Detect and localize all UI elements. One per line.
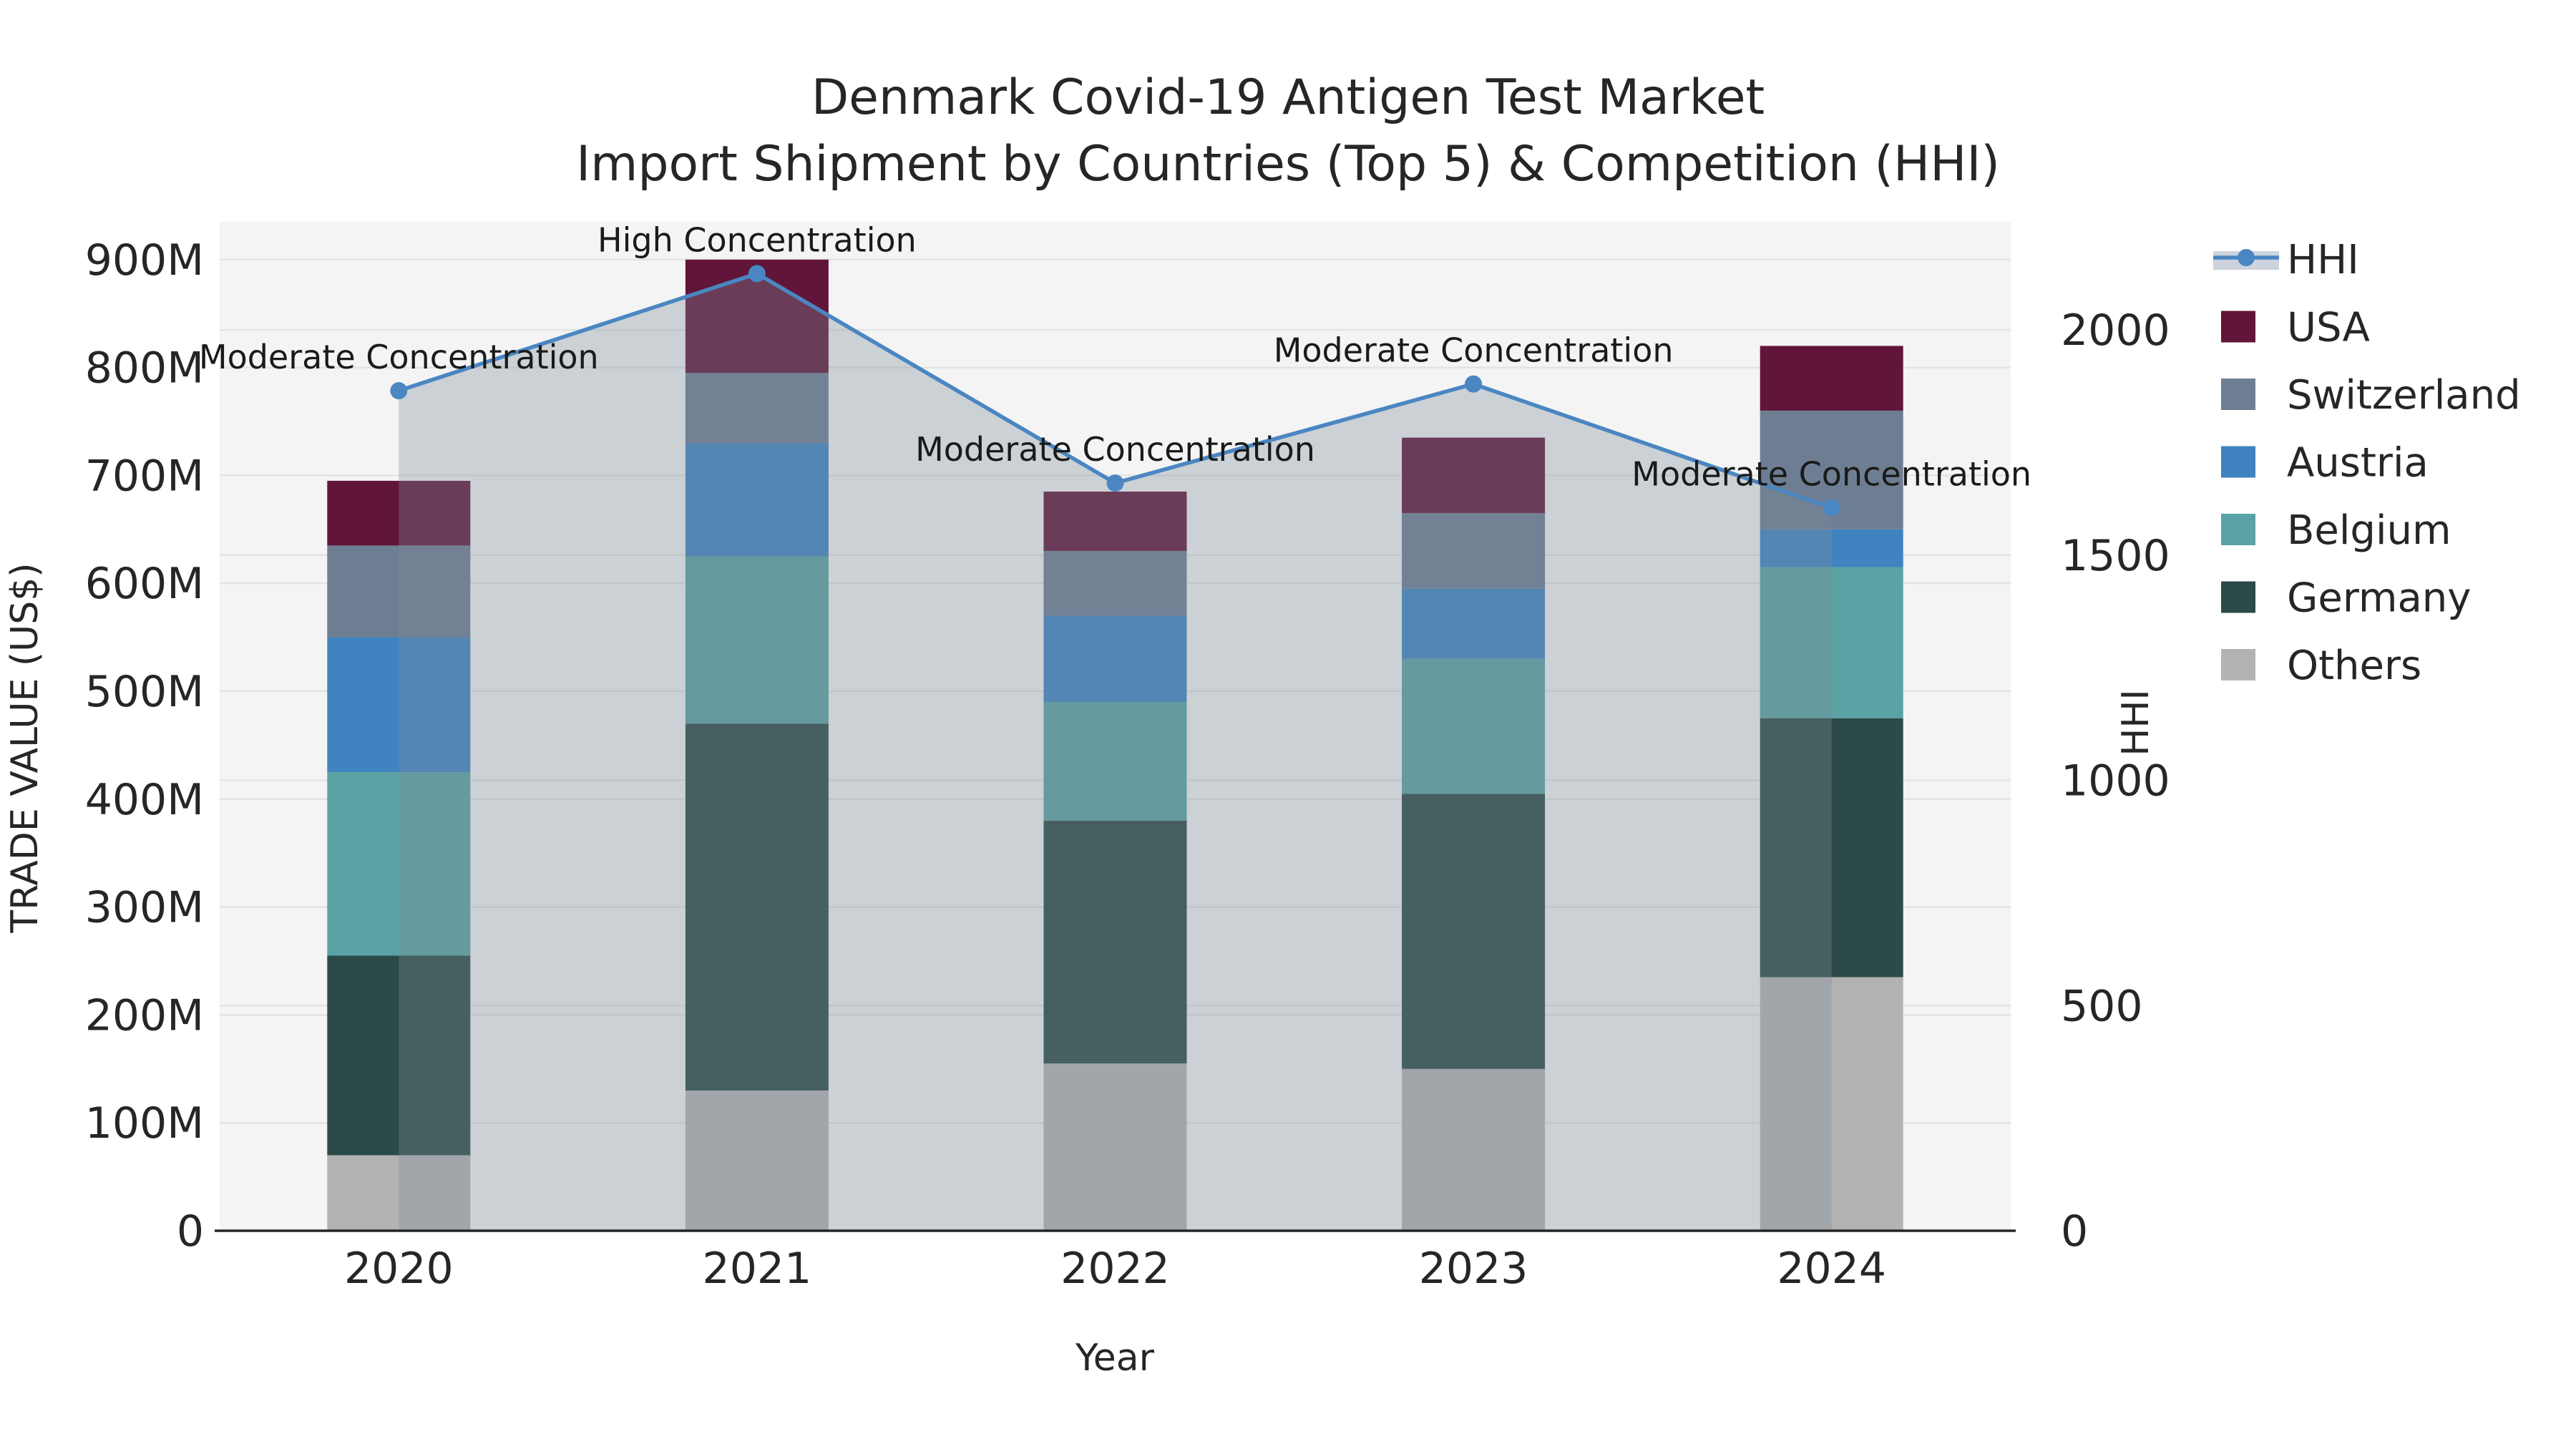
legend-swatch-others — [2221, 649, 2255, 680]
legend-swatch-belgium — [2221, 514, 2255, 545]
y-left-tick-100M: 100M — [85, 1098, 204, 1148]
bar-segment-belgium-2024 — [1760, 567, 1903, 718]
bar-segment-switzerland-2021 — [685, 373, 829, 444]
legend-item-hhi: HHI — [2213, 237, 2359, 283]
legend-label-switzerland: Switzerland — [2287, 372, 2521, 419]
y-left-tick-700M: 700M — [85, 451, 204, 501]
y-left-tick-0: 0 — [177, 1206, 204, 1257]
legend-label-germany: Germany — [2287, 575, 2471, 622]
bar-segment-switzerland-2020 — [327, 545, 471, 638]
bar-segment-others-2021 — [685, 1090, 829, 1231]
bar-segment-germany-2022 — [1043, 820, 1187, 1064]
legend-item-others: Others — [2221, 643, 2421, 689]
bar-segment-germany-2023 — [1402, 794, 1546, 1069]
bar-segment-germany-2020 — [327, 955, 471, 1156]
legend-swatch-austria — [2221, 446, 2255, 478]
y-axis-title-left: TRADE VALUE (US$) — [4, 562, 47, 933]
x-tick-2023: 2023 — [1419, 1244, 1528, 1294]
y-left-tick-900M: 900M — [85, 235, 204, 286]
legend-item-usa: USA — [2221, 305, 2370, 351]
chart-title-line1: Denmark Covid-19 Antigen Test Market — [811, 69, 1765, 126]
bar-segment-belgium-2021 — [685, 556, 829, 724]
hhi-point-2021 — [748, 265, 766, 283]
bar-segment-austria-2020 — [327, 637, 471, 773]
bar-segment-belgium-2023 — [1402, 658, 1546, 794]
bar-segment-belgium-2020 — [327, 772, 471, 956]
bar-segment-austria-2023 — [1402, 588, 1546, 659]
x-axis-title: Year — [1075, 1337, 1155, 1380]
x-tick-2024: 2024 — [1777, 1244, 1886, 1294]
y-right-tick-1000: 1000 — [2061, 756, 2170, 806]
y-left-tick-500M: 500M — [85, 667, 204, 717]
annotation-2024: Moderate Concentration — [1631, 455, 2031, 494]
legend-item-belgium: Belgium — [2221, 507, 2451, 554]
y-right-tick-2000: 2000 — [2061, 306, 2170, 356]
legend: HHI USA Switzerland Austria Belgium Germany Ot… — [2213, 237, 2521, 689]
legend-label-others: Others — [2287, 643, 2421, 689]
annotation-2022: Moderate Concentration — [915, 430, 1315, 469]
legend-label-austria: Austria — [2287, 440, 2429, 487]
legend-label-usa: USA — [2287, 305, 2370, 351]
plot-layer: Moderate Concentration High Concentration… — [85, 220, 2170, 1294]
hhi-point-2023 — [1465, 375, 1483, 393]
bar-segment-austria-2022 — [1043, 615, 1187, 703]
legend-item-austria: Austria — [2221, 440, 2429, 487]
legend-hhi-marker — [2238, 249, 2255, 266]
bar-segment-others-2022 — [1043, 1063, 1187, 1231]
bar-segment-usa-2023 — [1402, 437, 1546, 514]
bar-segment-austria-2021 — [685, 443, 829, 557]
bar-segment-others-2020 — [327, 1155, 471, 1231]
annotation-2021: High Concentration — [597, 220, 917, 259]
y-left-tick-800M: 800M — [85, 343, 204, 394]
bar-segment-austria-2024 — [1760, 529, 1903, 567]
chart-title-line2: Import Shipment by Countries (Top 5) & C… — [576, 136, 2000, 192]
legend-swatch-usa — [2221, 311, 2255, 343]
legend-label-hhi: HHI — [2287, 237, 2359, 283]
legend-item-switzerland: Switzerland — [2221, 372, 2521, 419]
bar-segment-others-2023 — [1402, 1068, 1546, 1231]
bar-segment-switzerland-2023 — [1402, 513, 1546, 589]
hhi-point-2024 — [1823, 499, 1840, 517]
annotation-2020: Moderate Concentration — [199, 338, 599, 376]
legend-swatch-germany — [2221, 581, 2255, 613]
bar-segment-usa-2024 — [1760, 346, 1903, 411]
y-axis-title-right: HHI — [2114, 689, 2157, 756]
bar-segment-others-2024 — [1760, 977, 1903, 1231]
bar-segment-switzerland-2022 — [1043, 550, 1187, 616]
x-tick-2020: 2020 — [344, 1244, 454, 1294]
legend-item-germany: Germany — [2221, 575, 2471, 622]
bar-segment-usa-2020 — [327, 480, 471, 546]
bar-segment-belgium-2022 — [1043, 702, 1187, 821]
hhi-area-fill — [399, 273, 1832, 1231]
y-left-tick-300M: 300M — [85, 883, 204, 933]
y-left-tick-400M: 400M — [85, 775, 204, 825]
bar-segment-usa-2022 — [1043, 492, 1187, 551]
hhi-point-2022 — [1106, 474, 1124, 492]
x-tick-2022: 2022 — [1060, 1244, 1170, 1294]
y-right-tick-0: 0 — [2061, 1206, 2088, 1257]
y-right-tick-500: 500 — [2061, 981, 2143, 1031]
legend-label-belgium: Belgium — [2287, 507, 2451, 554]
x-tick-2021: 2021 — [703, 1244, 812, 1294]
legend-swatch-switzerland — [2221, 379, 2255, 410]
bar-segment-germany-2021 — [685, 723, 829, 1091]
y-left-tick-200M: 200M — [85, 990, 204, 1040]
annotation-2023: Moderate Concentration — [1274, 331, 1674, 370]
hhi-point-2020 — [390, 382, 408, 400]
y-right-tick-1500: 1500 — [2061, 531, 2170, 581]
y-left-tick-600M: 600M — [85, 559, 204, 609]
bar-segment-germany-2024 — [1760, 718, 1903, 977]
